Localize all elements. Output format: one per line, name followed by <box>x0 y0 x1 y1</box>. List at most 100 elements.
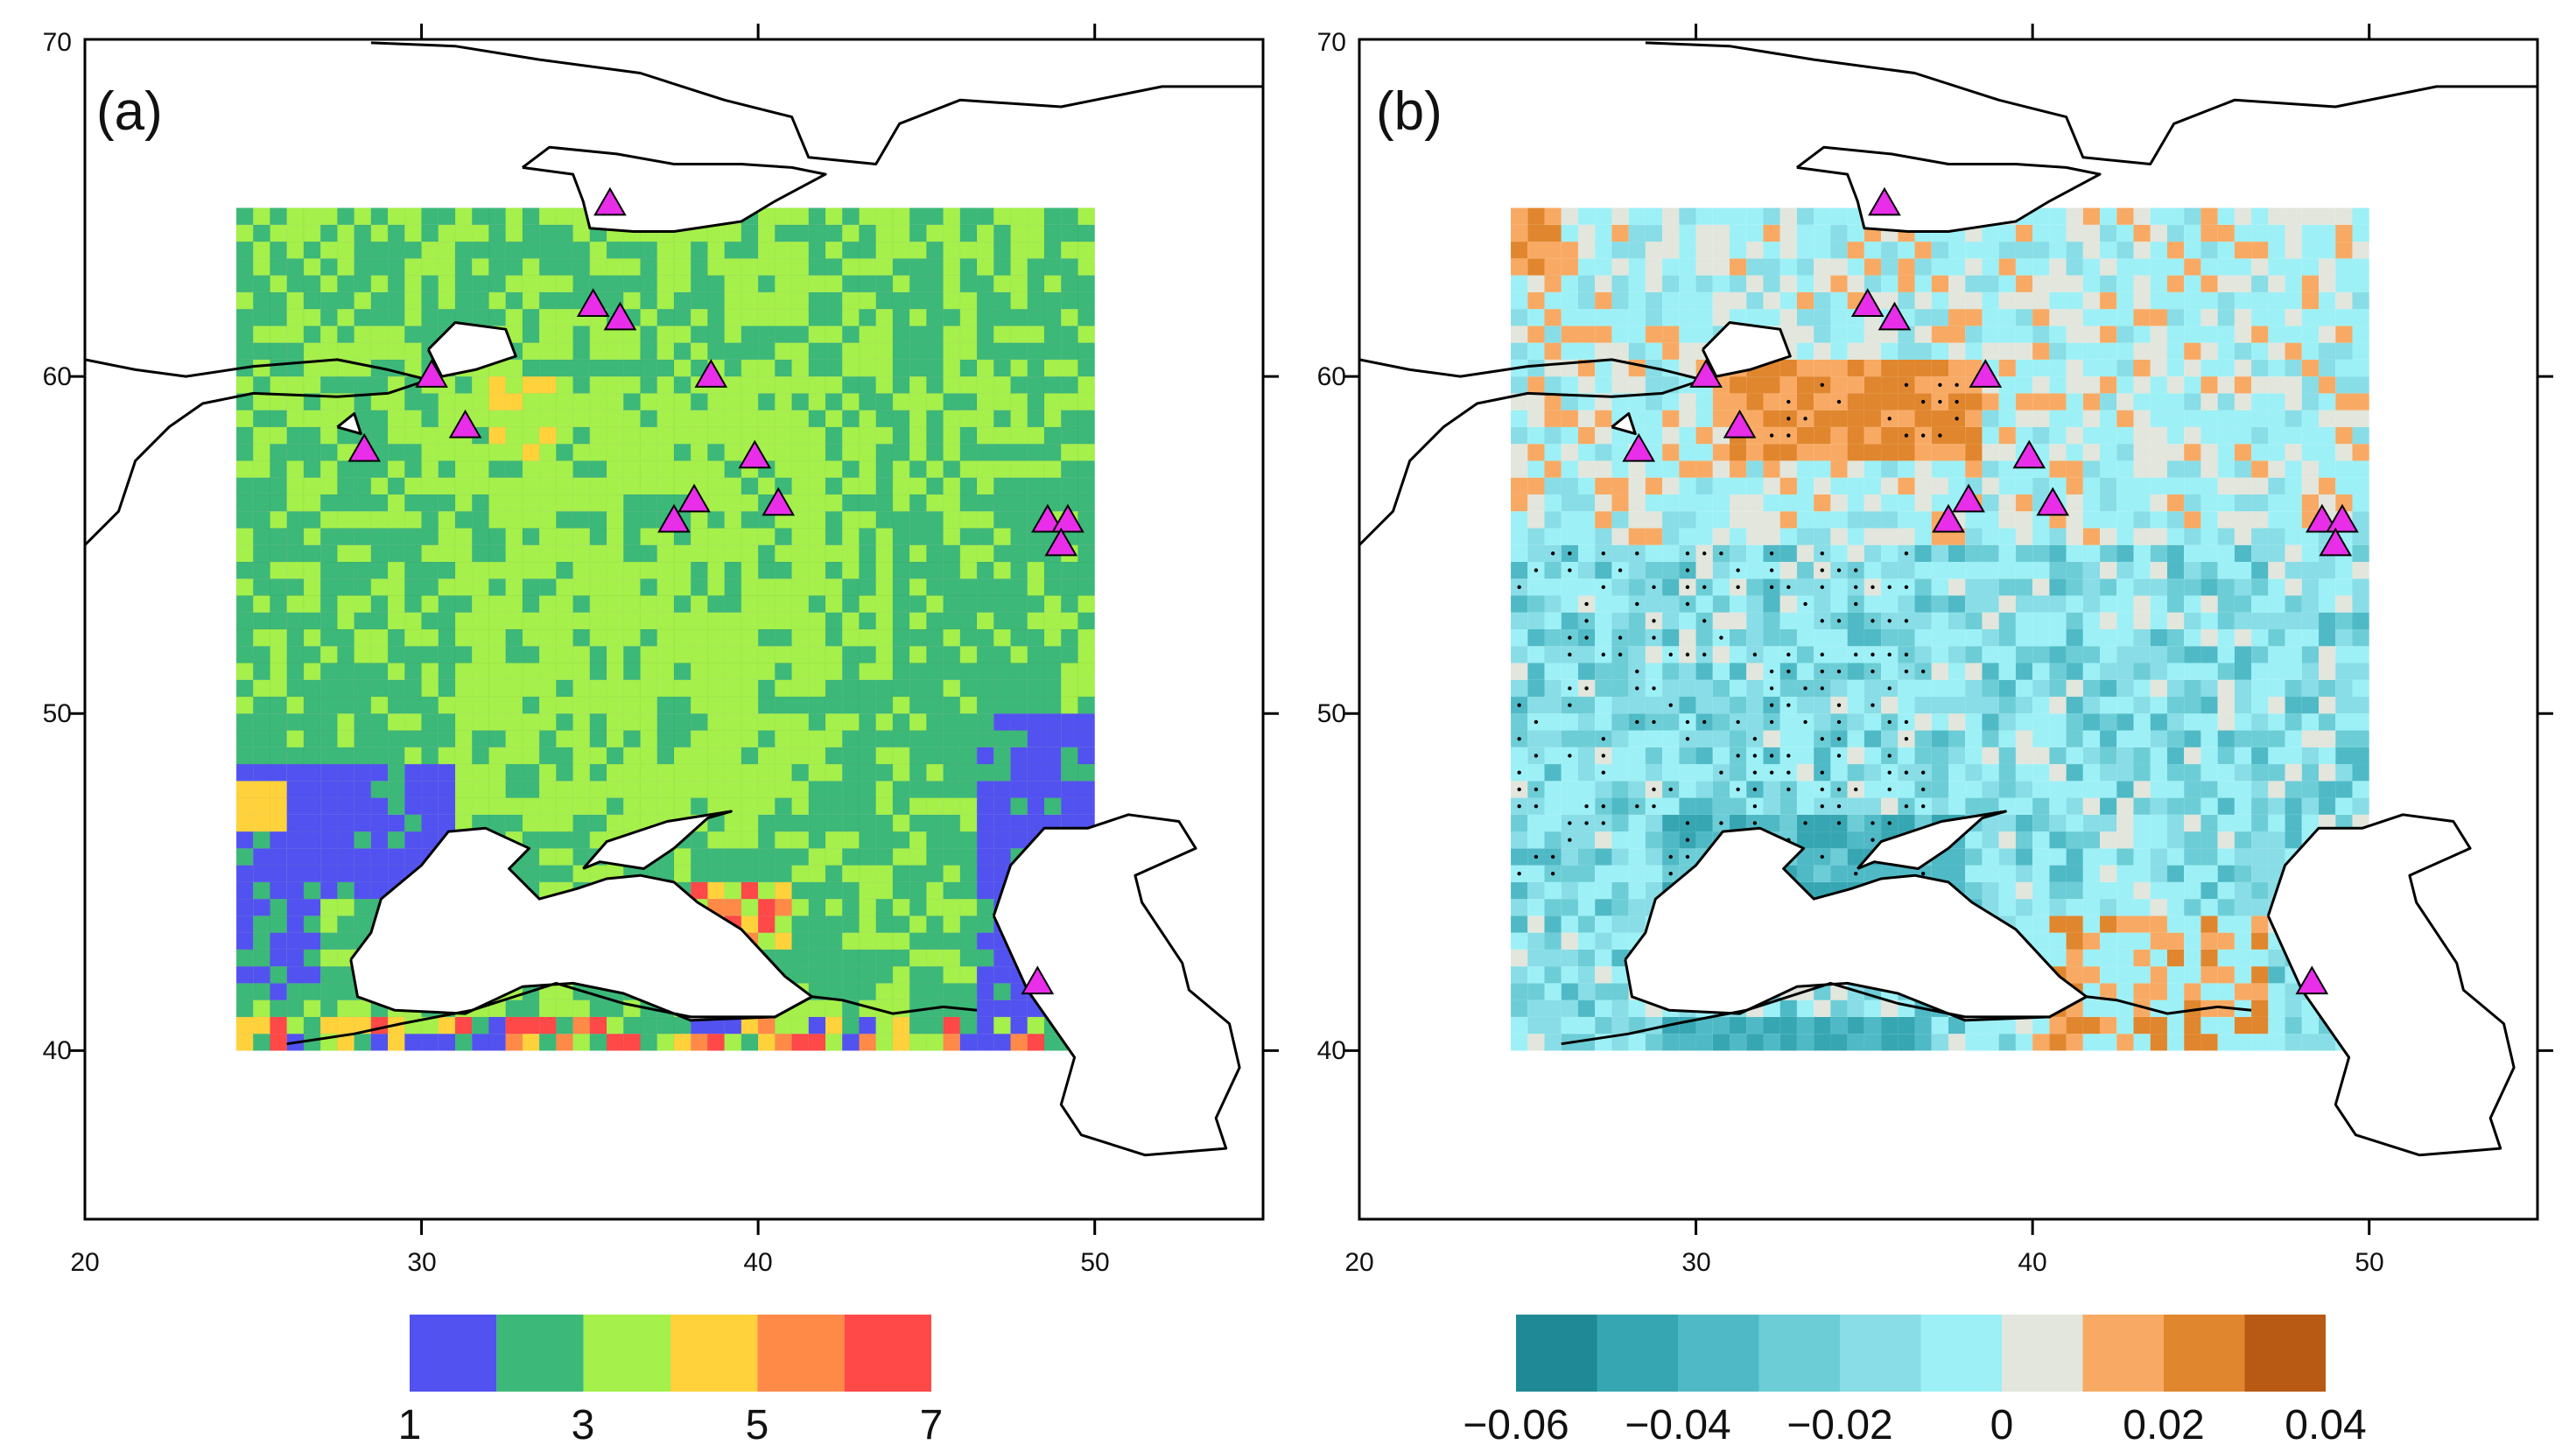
grid-cell-a <box>775 375 792 394</box>
grid-cell-a <box>572 477 591 495</box>
grid-cell-a <box>690 595 708 613</box>
grid-cell-a <box>1043 410 1062 428</box>
grid-cell-a <box>253 460 270 478</box>
grid-cell-a <box>1061 410 1078 428</box>
grid-cell-b <box>2251 275 2269 292</box>
grid-cell-a <box>1077 375 1095 394</box>
grid-cell-a <box>1027 561 1045 579</box>
grid-cell-b <box>2100 747 2117 765</box>
grid-cell-a <box>808 628 826 647</box>
grid-cell-b <box>1779 1034 1797 1051</box>
grid-cell-a <box>640 477 658 495</box>
grid-cell-a <box>959 831 978 849</box>
grid-cell-a <box>741 646 759 663</box>
grid-cell-a <box>538 494 557 512</box>
grid-cell-a <box>387 747 405 765</box>
grid-cell-a <box>505 460 523 478</box>
grid-cell-b <box>1864 730 1882 747</box>
grid-cell-b <box>1998 697 2016 714</box>
grid-cell-b <box>1898 1016 1915 1035</box>
grid-cell-b <box>2049 747 2067 765</box>
grid-cell-a <box>976 898 994 916</box>
grid-cell-a <box>556 747 573 765</box>
grid-cell-b <box>1561 393 1578 410</box>
grid-cell-a <box>1043 578 1062 596</box>
grid-cell-a <box>522 241 540 259</box>
grid-cell-b <box>1527 764 1545 782</box>
grid-cell-a <box>757 224 776 242</box>
grid-cell-a <box>640 696 658 714</box>
grid-cell-a <box>690 308 708 326</box>
grid-cell-a <box>337 528 354 545</box>
grid-cell-b <box>1796 764 1814 782</box>
grid-cell-b <box>1577 309 1596 326</box>
grid-cell-b <box>1662 764 1680 782</box>
grid-cell-a <box>993 393 1011 410</box>
grid-cell-a <box>673 359 691 377</box>
grid-cell-a <box>741 578 759 596</box>
grid-cell-a <box>673 763 691 782</box>
grid-cell-b <box>2032 1016 2050 1035</box>
grid-cell-b <box>1796 342 1814 360</box>
grid-cell-a <box>1010 544 1028 563</box>
grid-cell-a <box>909 628 927 647</box>
grid-cell-a <box>875 359 894 377</box>
grid-cell-a <box>354 747 372 765</box>
grid-cell-a <box>270 494 287 512</box>
grid-cell-a <box>757 848 776 866</box>
grid-cell-b <box>2049 309 2067 326</box>
grid-cell-a <box>842 258 860 276</box>
grid-cell-b <box>2217 426 2235 445</box>
grid-cell-a <box>488 460 506 478</box>
grid-cell-a <box>606 646 624 663</box>
grid-cell-b <box>2251 528 2269 545</box>
grid-cell-a <box>505 291 523 310</box>
grid-cell-b <box>2217 1016 2235 1035</box>
grid-cell-a <box>421 814 439 832</box>
grid-cell-b <box>2066 612 2083 629</box>
grid-cell-a <box>1010 679 1028 698</box>
grid-cell-b <box>1628 275 1646 292</box>
grid-cell-a <box>505 578 523 596</box>
grid-cell-b <box>1931 275 1948 292</box>
grid-cell-a <box>253 646 270 663</box>
grid-cell-a <box>993 443 1011 461</box>
grid-cell-a <box>319 207 338 226</box>
grid-cell-b <box>1527 444 1545 461</box>
grid-cell-b <box>1881 528 1899 545</box>
grid-cell-b <box>1611 326 1629 343</box>
grid-cell-b <box>1948 291 1966 310</box>
grid-cell-a <box>673 393 691 410</box>
grid-cell-a <box>253 510 270 529</box>
grid-cell-b <box>2285 258 2302 276</box>
grid-cell-a <box>757 898 776 916</box>
grid-cell-b <box>1864 1034 1882 1051</box>
grid-cell-b <box>2116 309 2134 326</box>
grid-cell-a <box>993 375 1011 394</box>
grid-cell-b <box>1847 848 1864 866</box>
grid-cell-b <box>1561 713 1578 731</box>
grid-cell-b <box>2082 275 2101 292</box>
grid-cell-a <box>1010 1000 1028 1018</box>
grid-cell-b <box>2234 865 2252 882</box>
grid-cell-b <box>2285 629 2302 647</box>
grid-cell-a <box>404 696 422 714</box>
grid-cell-a <box>993 730 1011 748</box>
grid-cell-a <box>1010 291 1028 310</box>
grid-cell-a <box>623 528 641 545</box>
grid-cell-b <box>2184 376 2201 394</box>
grid-cell-b <box>2082 797 2101 815</box>
grid-cell-a <box>724 763 742 782</box>
grid-cell-a <box>319 494 338 512</box>
grid-cell-a <box>707 578 725 596</box>
grid-cell-a <box>1010 730 1028 748</box>
grid-cell-a <box>640 528 658 545</box>
grid-cell-b <box>1561 528 1578 545</box>
grid-cell-b <box>1695 494 1713 512</box>
grid-cell-b <box>1712 258 1730 276</box>
grid-cell-a <box>454 224 473 242</box>
grid-cell-b <box>2335 595 2353 613</box>
grid-cell-a <box>875 932 894 950</box>
grid-cell-a <box>775 308 792 326</box>
grid-cell-a <box>909 949 927 967</box>
